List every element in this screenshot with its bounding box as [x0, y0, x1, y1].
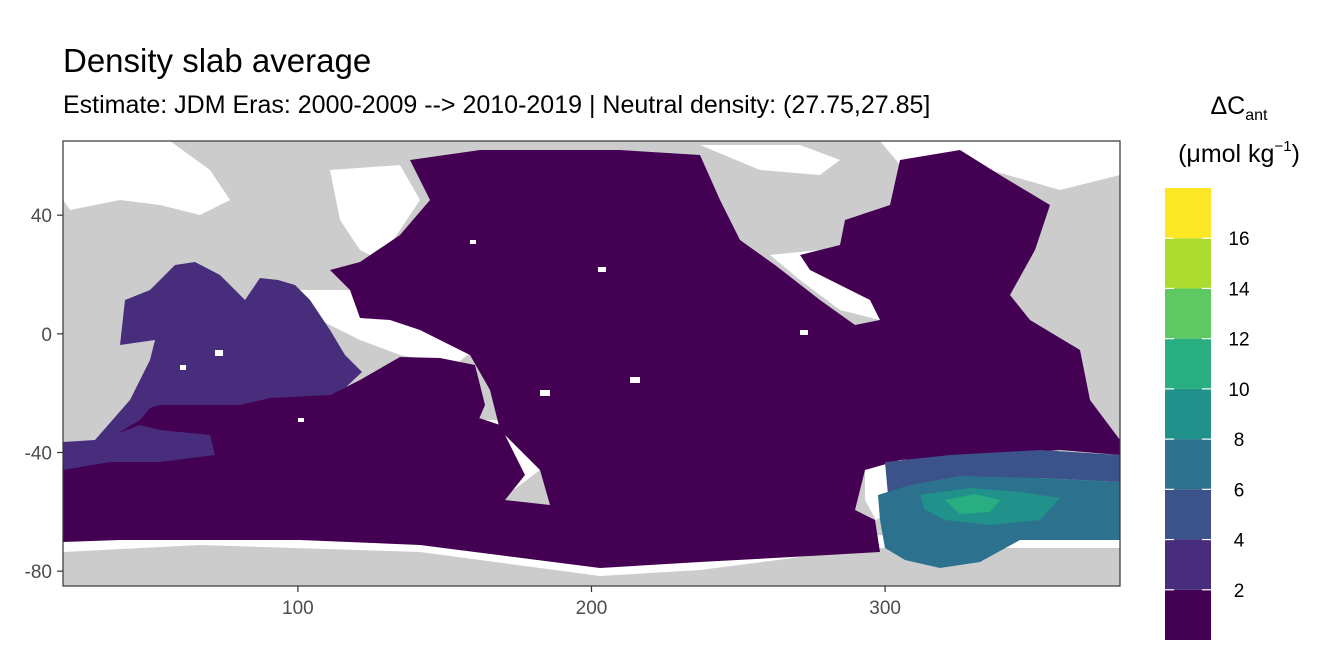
nodata-canada	[700, 145, 840, 175]
legend-label: 10	[1228, 380, 1249, 401]
legend-label: 14	[1228, 279, 1250, 300]
legend-swatch	[1165, 388, 1211, 440]
island-3	[630, 377, 640, 383]
island-7	[470, 240, 476, 244]
legend-title: ΔCant	[1210, 92, 1268, 124]
legend-label: 4	[1234, 531, 1245, 552]
chart-subtitle: Estimate: JDM Eras: 2000-2009 --> 2010-2…	[63, 91, 931, 119]
x-tick-label: 300	[869, 598, 901, 619]
region-south-atlantic-40-50	[885, 450, 1120, 495]
island-8	[298, 418, 304, 422]
x-tick-label: 200	[576, 598, 608, 619]
y-tick-label: -80	[25, 562, 52, 583]
legend-label: 12	[1228, 330, 1249, 351]
island-4	[540, 390, 550, 396]
island-5	[598, 267, 606, 272]
legend-swatch	[1165, 439, 1211, 490]
legend-label: 16	[1228, 229, 1249, 250]
legend-swatch	[1165, 188, 1211, 239]
legend-label: 6	[1234, 480, 1245, 501]
legend-label: 2	[1234, 581, 1245, 602]
legend-swatch	[1165, 589, 1211, 640]
legend-swatch	[1165, 489, 1211, 540]
nodata-eurasia-north	[63, 141, 230, 215]
island-1	[215, 350, 223, 356]
region-south-atlantic-hotspot	[945, 494, 1000, 514]
island-6	[800, 330, 808, 335]
legend-swatch	[1165, 539, 1211, 590]
y-tick-label: 0	[41, 325, 52, 346]
legend-label: 8	[1234, 430, 1245, 451]
region-indian-ocean	[63, 262, 362, 460]
nodata-north-atlantic-north	[880, 141, 1120, 190]
y-tick-label: -40	[25, 444, 52, 465]
y-tick-label: 40	[31, 206, 52, 227]
x-tick-label: 100	[282, 598, 314, 619]
nodata-east-asia	[330, 165, 420, 260]
legend-unit: (μmol kg−1)	[1178, 138, 1300, 168]
legend-swatch	[1165, 338, 1211, 389]
region-pacific-atlantic-southern	[63, 150, 1120, 568]
legend-swatch	[1165, 238, 1211, 289]
nodata-north-america-south	[770, 250, 880, 320]
island-2	[180, 365, 186, 370]
legend-swatch	[1165, 288, 1211, 339]
chart-title: Density slab average	[63, 42, 372, 79]
region-sw-indian	[63, 425, 215, 470]
